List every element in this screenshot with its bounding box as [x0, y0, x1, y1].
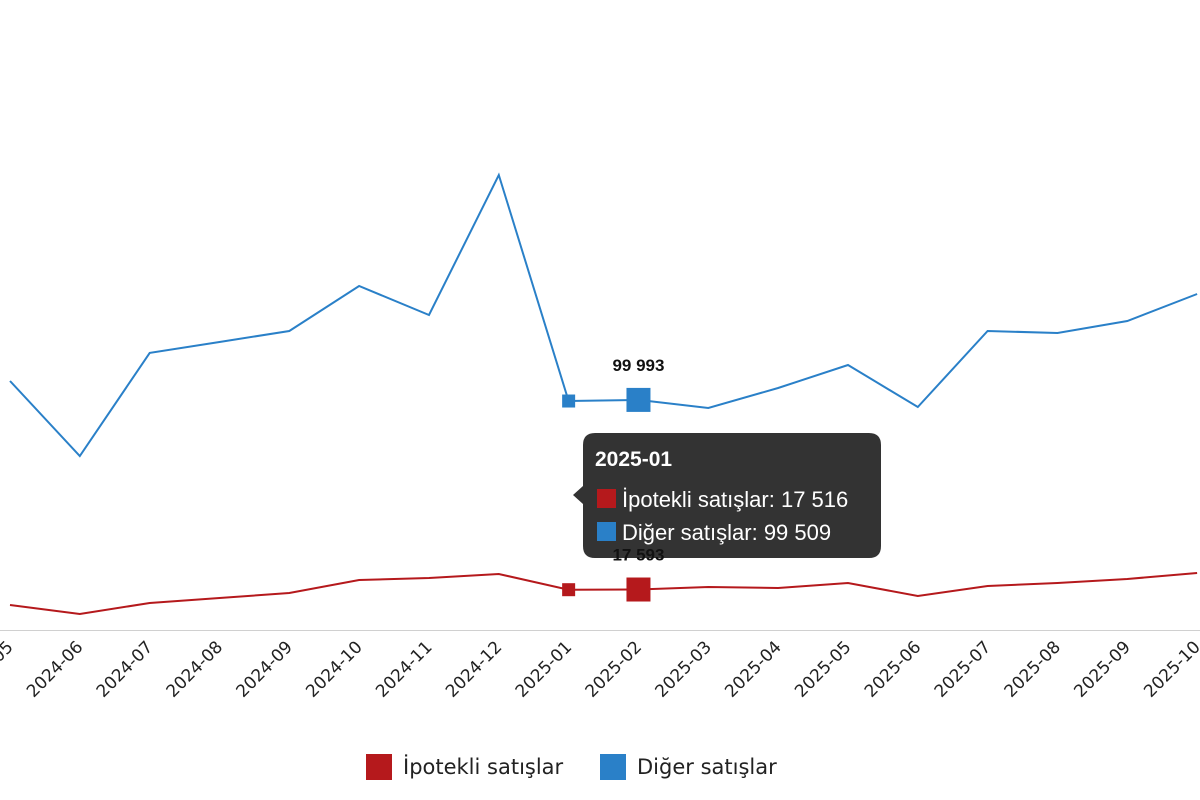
tooltip-title: 2025-01: [595, 448, 672, 471]
x-tick-label: 2025-08: [1001, 637, 1065, 701]
x-tick-label: 2024-07: [93, 637, 157, 701]
x-tick-label: 2025-02: [582, 637, 646, 701]
x-tick-label: 2024-05: [0, 637, 18, 701]
x-tick-label: 2024-12: [442, 637, 506, 701]
x-tick-label: 2025-06: [861, 637, 925, 701]
active-point-marker: [626, 577, 651, 602]
legend-label: İpotekli satışlar: [403, 754, 564, 779]
data-label: 99 993: [612, 356, 664, 375]
x-tick-label: 2024-08: [163, 637, 227, 701]
tooltip-box: [573, 433, 881, 558]
tooltip-line: İpotekli satışlar: 17 516: [622, 487, 848, 512]
x-tick-label: 2024-09: [232, 637, 296, 701]
x-tick-label: 2025-04: [721, 637, 785, 701]
legend-swatch: [366, 754, 392, 780]
x-tick-label: 2025-09: [1070, 637, 1134, 701]
point-marker: [562, 583, 576, 597]
x-tick-label: 2025-03: [651, 637, 715, 701]
data-label: 17 593: [612, 546, 664, 565]
x-tick-label: 2025-05: [791, 637, 855, 701]
series-line: [9, 572, 1198, 616]
legend-label: Diğer satışlar: [637, 755, 777, 779]
legend-swatch: [600, 754, 626, 780]
tooltip-swatch: [597, 489, 616, 508]
series-line: [9, 172, 1198, 458]
point-marker: [562, 394, 576, 408]
tooltip-line: Diğer satışlar: 99 509: [622, 520, 831, 545]
x-tick-label: 2024-11: [372, 637, 436, 701]
x-tick-label: 2025-07: [931, 637, 995, 701]
x-tick-label: 2024-06: [23, 637, 87, 701]
x-tick-label: 2025-10: [1140, 637, 1200, 701]
tooltip-swatch: [597, 522, 616, 541]
active-point-marker: [626, 387, 651, 412]
x-tick-label: 2024-10: [302, 637, 366, 701]
x-tick-label: 2025-01: [512, 637, 576, 701]
tooltip: 2025-01 İpotekli satışlar: 17 516 Diğer sa…: [573, 433, 881, 558]
